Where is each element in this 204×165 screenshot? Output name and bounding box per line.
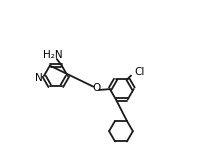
Text: N: N [35, 73, 43, 83]
Text: O: O [92, 83, 100, 93]
Text: H₂N: H₂N [43, 50, 62, 60]
Text: Cl: Cl [134, 67, 145, 77]
